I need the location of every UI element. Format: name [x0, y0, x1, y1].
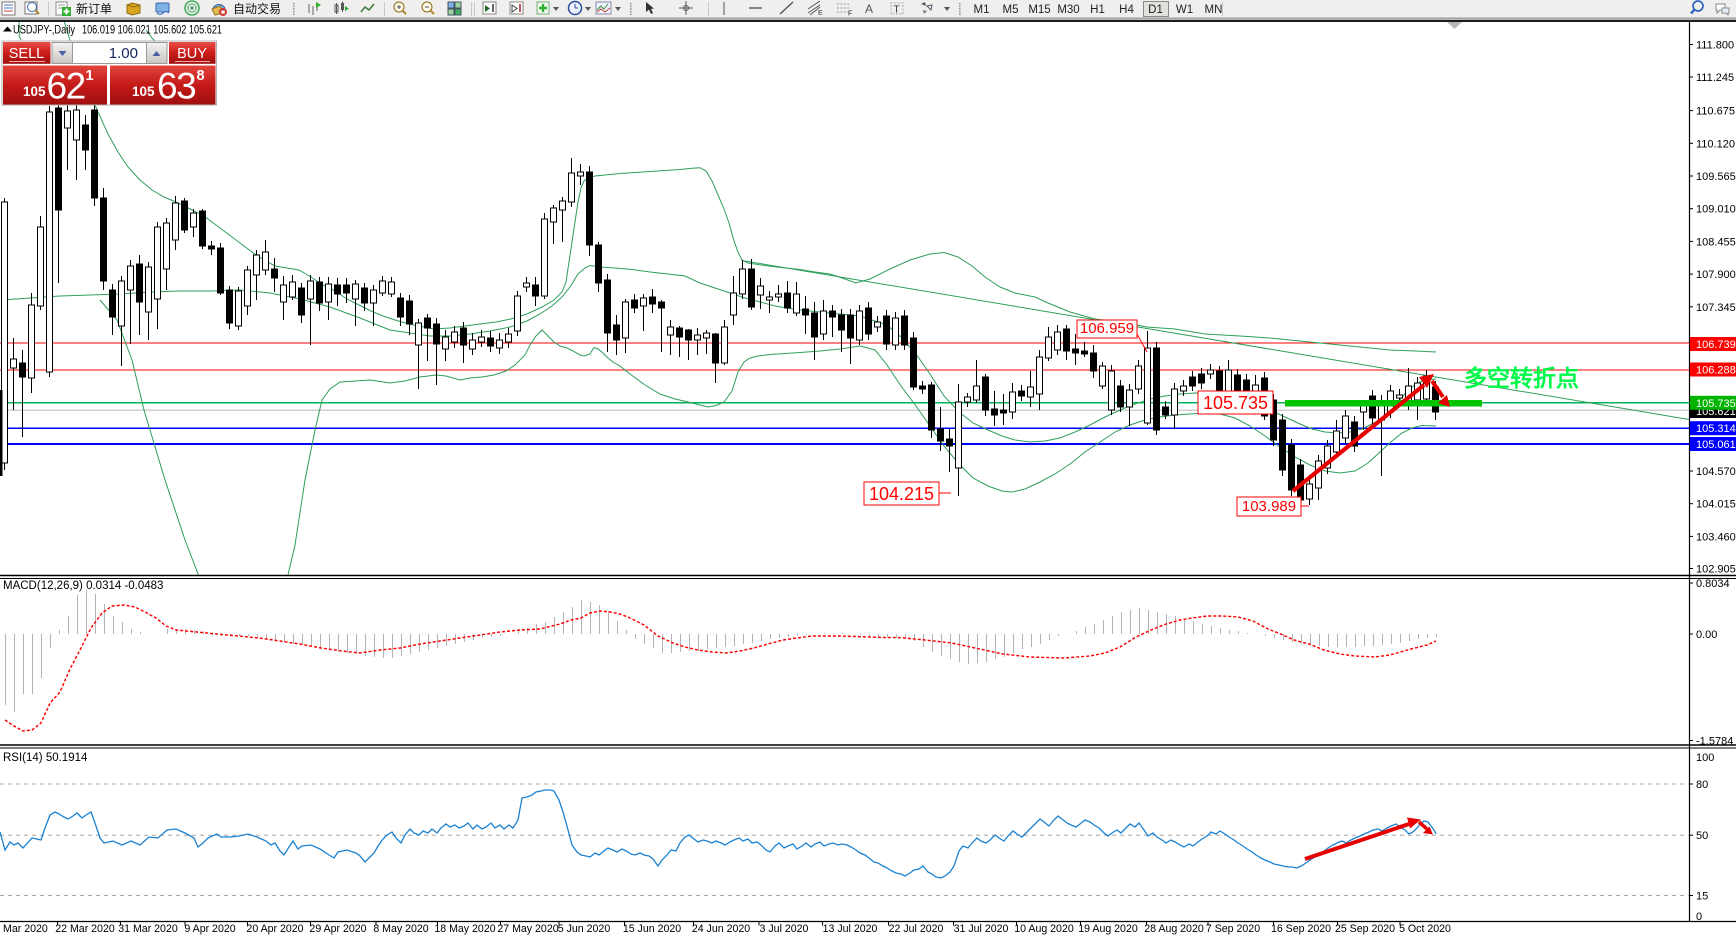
svg-text:A: A: [865, 2, 873, 16]
svg-text:108.455: 108.455: [1696, 236, 1736, 248]
svg-text:105.735: 105.735: [1696, 398, 1736, 410]
svg-text:106.019 106.021 105.602 105.62: 106.019 106.021 105.602 105.621: [82, 23, 222, 37]
svg-text:31 Jul 2020: 31 Jul 2020: [954, 923, 1009, 935]
svg-text:111.800: 111.800: [1696, 40, 1734, 52]
svg-text:3 Jul 2020: 3 Jul 2020: [760, 923, 809, 935]
svg-text:20 Apr 2020: 20 Apr 2020: [246, 923, 303, 935]
svg-text:104.015: 104.015: [1696, 499, 1736, 511]
svg-text:15 Jun 2020: 15 Jun 2020: [623, 923, 681, 935]
svg-text:104.215: 104.215: [869, 484, 934, 504]
svg-text:25 Sep 2020: 25 Sep 2020: [1335, 923, 1395, 935]
svg-text:103.989: 103.989: [1242, 498, 1296, 515]
svg-text:103.460: 103.460: [1696, 531, 1736, 543]
svg-text:22 Jul 2020: 22 Jul 2020: [889, 923, 944, 935]
svg-text:107.345: 107.345: [1696, 302, 1736, 314]
svg-text:8 May 2020: 8 May 2020: [373, 923, 428, 935]
svg-text:USDJPY-,Daily: USDJPY-,Daily: [13, 23, 75, 37]
svg-text:0.00: 0.00: [1696, 629, 1717, 641]
svg-text:D1: D1: [1148, 4, 1163, 16]
svg-text:5 Oct 2020: 5 Oct 2020: [1399, 923, 1451, 935]
svg-text:16 Sep 2020: 16 Sep 2020: [1271, 923, 1331, 935]
svg-text:106.739: 106.739: [1696, 339, 1736, 351]
svg-text:110.675: 110.675: [1696, 106, 1735, 118]
svg-text:105.061: 105.061: [1696, 439, 1736, 451]
svg-text:M15: M15: [1028, 4, 1050, 16]
svg-text:104.570: 104.570: [1696, 466, 1736, 478]
svg-text:W1: W1: [1176, 4, 1193, 16]
svg-text:H1: H1: [1090, 4, 1105, 16]
svg-text:M5: M5: [1003, 4, 1019, 16]
svg-text:107.900: 107.900: [1696, 269, 1736, 281]
svg-text:105.314: 105.314: [1696, 423, 1736, 435]
svg-text:50: 50: [1696, 830, 1708, 842]
svg-text:5 Jun 2020: 5 Jun 2020: [558, 923, 611, 935]
svg-text:111.245: 111.245: [1696, 72, 1734, 84]
svg-text:1: 1: [86, 68, 94, 84]
svg-text:9 Apr 2020: 9 Apr 2020: [184, 923, 235, 935]
svg-text:多空转折点: 多空转折点: [1464, 365, 1579, 391]
svg-text:106.288: 106.288: [1696, 365, 1736, 377]
svg-text:109.565: 109.565: [1696, 171, 1736, 183]
svg-text:MACD(12,26,9) 0.0314 -0.0483: MACD(12,26,9) 0.0314 -0.0483: [3, 580, 163, 592]
svg-text:-1.5784: -1.5784: [1696, 736, 1733, 748]
svg-text:M30: M30: [1057, 4, 1079, 16]
svg-text:RSI(14) 50.1914: RSI(14) 50.1914: [3, 752, 88, 764]
svg-text:19 Aug 2020: 19 Aug 2020: [1078, 923, 1138, 935]
svg-text:1.00: 1.00: [109, 45, 138, 62]
svg-text:2 Mar 2020: 2 Mar 2020: [0, 923, 48, 935]
svg-text:105: 105: [132, 84, 155, 99]
svg-text:0.8034: 0.8034: [1696, 578, 1730, 590]
svg-text:0: 0: [1696, 911, 1702, 923]
svg-text:自动交易: 自动交易: [233, 1, 281, 16]
svg-text:27 May 2020: 27 May 2020: [497, 923, 558, 935]
svg-text:MN: MN: [1205, 4, 1223, 16]
svg-text:24 Jun 2020: 24 Jun 2020: [692, 923, 750, 935]
svg-text:62: 62: [47, 66, 85, 107]
svg-text:7 Sep 2020: 7 Sep 2020: [1206, 923, 1260, 935]
svg-text:28 Aug 2020: 28 Aug 2020: [1144, 923, 1204, 935]
svg-text:106.959: 106.959: [1080, 320, 1134, 337]
svg-text:15: 15: [1696, 891, 1708, 903]
svg-text:F: F: [848, 11, 852, 18]
svg-text:105: 105: [23, 84, 46, 99]
svg-text:H4: H4: [1119, 4, 1134, 16]
svg-text:SELL: SELL: [9, 46, 44, 62]
svg-text:110.120: 110.120: [1696, 138, 1735, 150]
svg-text:8: 8: [197, 68, 205, 84]
svg-text:102.905: 102.905: [1696, 564, 1736, 576]
svg-text:M1: M1: [974, 4, 990, 16]
svg-text:10 Aug 2020: 10 Aug 2020: [1014, 923, 1074, 935]
svg-text:T: T: [894, 5, 900, 16]
svg-text:13 Jul 2020: 13 Jul 2020: [823, 923, 878, 935]
svg-text:63: 63: [157, 66, 195, 107]
svg-text:22 Mar 2020: 22 Mar 2020: [55, 923, 115, 935]
svg-text:18 May 2020: 18 May 2020: [434, 923, 495, 935]
svg-text:29 Apr 2020: 29 Apr 2020: [309, 923, 366, 935]
svg-text:E: E: [818, 10, 823, 17]
svg-text:109.010: 109.010: [1696, 204, 1736, 216]
svg-text:新订单: 新订单: [76, 1, 112, 16]
svg-text:80: 80: [1696, 779, 1708, 791]
svg-text:105.735: 105.735: [1203, 393, 1268, 413]
svg-text:BUY: BUY: [177, 46, 207, 62]
svg-text:100: 100: [1696, 752, 1714, 764]
svg-text:31 Mar 2020: 31 Mar 2020: [118, 923, 178, 935]
